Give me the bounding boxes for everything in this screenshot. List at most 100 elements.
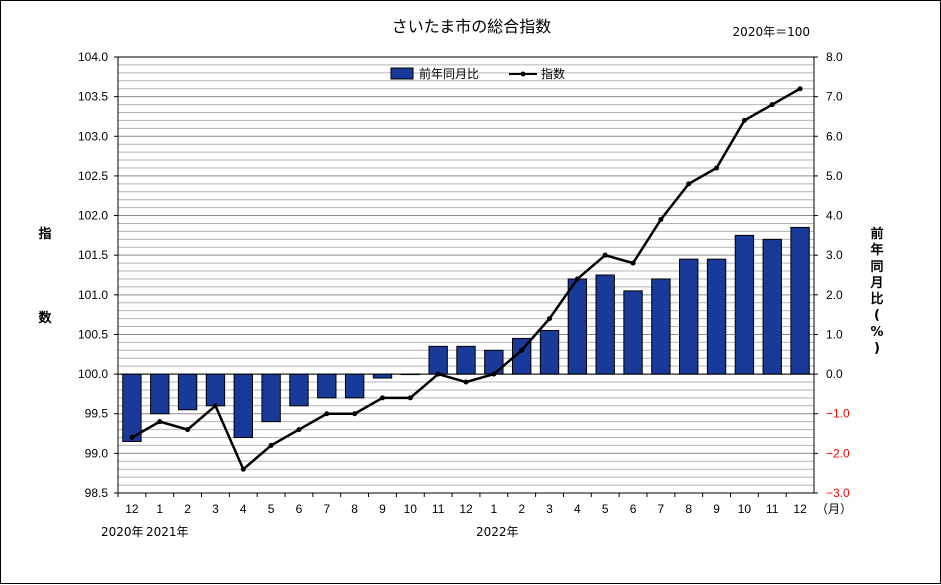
left-tick-label: 99.5 (85, 407, 109, 421)
x-tick-label: 8 (685, 502, 692, 516)
year-label-2020: 2020年 (101, 525, 144, 539)
bar-yoy (595, 274, 615, 375)
right-axis-label-char: 比 (870, 292, 884, 307)
x-tick-label: 5 (268, 502, 275, 516)
x-tick-label: 5 (602, 502, 609, 516)
right-tick-label: 8.0 (826, 50, 843, 64)
right-axis-label-char: 月 (870, 275, 884, 291)
right-axis-label-text: 前年同月比(%) (867, 227, 887, 357)
left-tick-label: 103.5 (78, 90, 108, 104)
right-tick-label: 5.0 (826, 169, 843, 183)
left-tick-label: 101.0 (78, 288, 108, 302)
right-axis-label-char: ( (874, 308, 880, 324)
x-tick-label: 10 (738, 502, 752, 516)
index-point (741, 117, 747, 123)
left-tick-label: 103.0 (78, 129, 108, 143)
x-tick-label: 3 (546, 502, 553, 516)
right-axis-label-char: % (870, 324, 884, 340)
index-point (324, 411, 330, 417)
index-point (157, 419, 163, 425)
index-point (407, 395, 413, 401)
left-tick-label: 102.5 (78, 169, 108, 183)
index-point (463, 379, 469, 385)
bar-yoy (456, 345, 476, 375)
left-tick-label: 100.5 (78, 327, 108, 341)
bar-yoy (344, 373, 365, 399)
bar-yoy (623, 290, 643, 375)
x-tick-label: 12 (125, 502, 139, 516)
bar-yoy (372, 373, 393, 379)
bar-yoy (428, 345, 448, 375)
base-year-note: 2020年＝100 (732, 25, 810, 39)
right-tick-label: 4.0 (826, 209, 843, 223)
index-point (686, 181, 692, 187)
left-tick-label: 100.0 (78, 367, 108, 381)
right-tick-label: 0.0 (826, 367, 843, 381)
left-tick-label: 101.5 (78, 248, 108, 262)
chart-title: さいたま市の総合指数 (391, 17, 552, 36)
bar-yoy (762, 238, 782, 375)
right-tick-label: −1.0 (826, 407, 850, 421)
index-point (296, 427, 302, 433)
x-tick-label: 10 (404, 502, 418, 516)
bar-yoy (679, 258, 699, 375)
bar-yoy (317, 373, 337, 399)
bar-yoy (539, 329, 560, 375)
x-tick-label: 1 (490, 502, 497, 516)
legend-line-label: 指数 (541, 66, 565, 81)
left-tick-label: 98.5 (85, 486, 109, 500)
right-axis-label-char: 前 (870, 227, 884, 242)
left-tick-label: 104.0 (78, 50, 108, 64)
right-axis-label: 前年同月比(%) (867, 227, 887, 357)
x-tick-label: 6 (630, 502, 637, 516)
index-point (519, 347, 525, 353)
x-tick-label: 3 (212, 502, 219, 516)
bar-yoy (790, 226, 810, 375)
x-tick-label: 4 (574, 502, 581, 516)
left-axis-label-char: 数 (38, 311, 52, 327)
bar-yoy (177, 373, 198, 411)
bar-yoy (122, 373, 142, 442)
x-tick-label: 11 (766, 502, 779, 516)
right-tick-label: 3.0 (826, 248, 843, 262)
index-point (129, 435, 135, 441)
x-tick-label: 7 (323, 502, 330, 516)
left-axis-label: 指数 (35, 227, 55, 328)
x-tick-label: 2 (184, 502, 191, 516)
right-axis-label-char: 同 (870, 259, 884, 275)
x-tick-label: 12 (793, 502, 807, 516)
right-tick-label: 2.0 (826, 288, 843, 302)
x-tick-label: 1 (156, 502, 163, 516)
x-tick-label: 2 (518, 502, 525, 516)
legend-bar-swatch (390, 67, 414, 80)
bar-yoy (150, 373, 170, 415)
x-unit-label: （月） (816, 502, 852, 516)
x-tick-label: 7 (658, 502, 665, 516)
index-point (658, 217, 664, 223)
bar-yoy (289, 373, 309, 407)
index-point (240, 466, 246, 472)
bar-yoy (233, 373, 253, 439)
index-point (212, 403, 218, 409)
index-point (379, 395, 385, 401)
x-tick-label: 11 (432, 502, 445, 516)
bar-yoy (651, 278, 671, 375)
index-point (268, 442, 274, 448)
bar-yoy (567, 278, 588, 375)
bar-yoy (706, 258, 727, 375)
index-point (574, 276, 580, 282)
bar-yoy (261, 373, 281, 423)
index-point (185, 427, 191, 433)
index-point (602, 252, 608, 258)
bar-yoy (484, 349, 504, 375)
x-tick-label: 6 (296, 502, 303, 516)
index-point (769, 102, 775, 108)
legend-line-marker (520, 71, 526, 77)
left-axis-label-text: 指数 (35, 227, 55, 328)
x-tick-label: 9 (713, 502, 720, 516)
left-tick-label: 99.0 (85, 446, 109, 460)
right-tick-label: 6.0 (826, 129, 843, 143)
bar-yoy (734, 234, 755, 375)
